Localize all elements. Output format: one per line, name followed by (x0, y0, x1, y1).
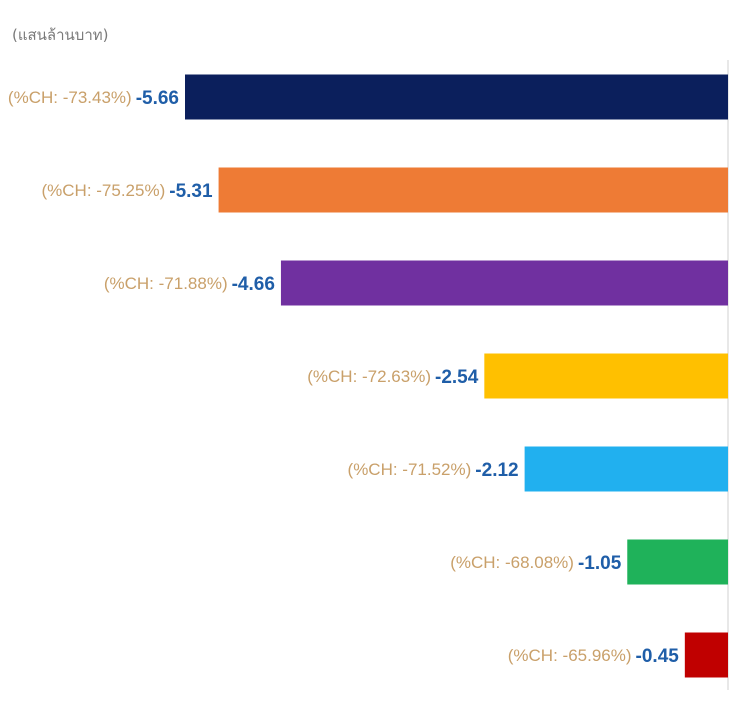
value-label-3: -4.66 (232, 274, 275, 295)
bar-1 (185, 74, 728, 120)
value-label-7: -0.45 (636, 646, 680, 667)
unit-label: (แสนล้านบาท) (12, 26, 108, 44)
pct-change-label-5: (%CH: -71.52%) (348, 460, 472, 479)
pct-change-label-7: (%CH: -65.96%) (508, 646, 632, 665)
value-label-1: -5.66 (136, 88, 179, 109)
bar-2 (218, 167, 728, 213)
pct-change-label-6: (%CH: -68.08%) (450, 553, 574, 572)
pct-change-label-3: (%CH: -71.88%) (104, 274, 228, 293)
bar-5 (524, 446, 728, 492)
bar-3 (280, 260, 728, 306)
pct-change-label-4: (%CH: -72.63%) (307, 367, 431, 386)
value-label-4: -2.54 (435, 367, 479, 388)
bar-7 (684, 632, 728, 678)
pct-change-label-2: (%CH: -75.25%) (41, 181, 165, 200)
value-label-6: -1.05 (578, 553, 622, 574)
bars-group: -5.66(%CH: -73.43%) -5.31(%CH: -75.25%) -4… (8, 74, 728, 678)
pct-change-label-1: (%CH: -73.43%) (8, 88, 132, 107)
bar-6 (627, 539, 728, 585)
value-label-5: -2.12 (475, 460, 518, 481)
value-label-2: -5.31 (169, 181, 213, 202)
bar-4 (484, 353, 728, 399)
